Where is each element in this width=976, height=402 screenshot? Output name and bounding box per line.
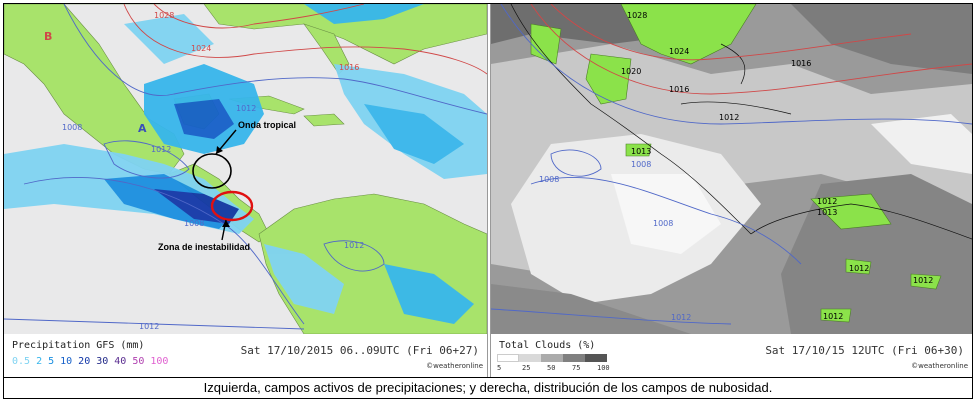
tropical-wave-circle <box>192 153 232 189</box>
isobar-labels: 1028 1024 1016 1012 1008 1012 1008 1012 … <box>62 11 364 331</box>
cloud-tick-label: 25 <box>522 364 531 372</box>
forecast-date: Sat 17/10/2015 06..09UTC (Fri 06+27) <box>240 344 479 357</box>
isobar-label: 1012 <box>139 322 159 331</box>
isobar-label: 1016 <box>339 63 359 72</box>
isobar-label: 1012 <box>817 197 837 206</box>
scale-value: 0.5 <box>12 356 31 367</box>
isobar-label: 1028 <box>627 11 647 20</box>
scale-value: 10 <box>60 356 73 367</box>
high-pressure-letter: A <box>138 122 147 135</box>
isobar-label: 1008 <box>653 219 673 228</box>
cloud-scale-bar <box>497 354 607 362</box>
figure-frame: 1028 1024 1016 1012 1008 1012 1008 1012 … <box>3 3 973 378</box>
forecast-date: Sat 17/10/15 12UTC (Fri 06+30) <box>765 344 964 357</box>
precipitation-map: 1028 1024 1016 1012 1008 1012 1008 1012 … <box>4 4 487 334</box>
scale-value: 30 <box>96 356 109 367</box>
visible-land <box>530 4 942 323</box>
legend-title: Precipitation GFS (mm) <box>12 340 145 351</box>
isobars <box>4 4 487 330</box>
legend-title: Total Clouds (%) <box>499 340 596 351</box>
tropical-wave-label: Onda tropical <box>238 120 296 130</box>
isobar-label: 1012 <box>719 113 739 122</box>
instability-zone-circle <box>210 190 254 222</box>
arrow-head-icon <box>222 220 230 227</box>
credit-label: ©weatheronline <box>426 362 483 370</box>
isobar-label: 1012 <box>913 276 933 285</box>
isobar-label: 1008 <box>539 175 559 184</box>
isobar-label: 1012 <box>151 145 171 154</box>
cloud-tick-label: 100 <box>597 364 610 372</box>
cloud-tick-label: 5 <box>497 364 502 372</box>
isobar-label: 1008 <box>631 160 651 169</box>
isobar-label: 1012 <box>344 241 364 250</box>
scale-value: 2 <box>36 356 43 367</box>
isobar-label: 1012 <box>823 312 843 321</box>
scale-value: 50 <box>132 356 145 367</box>
isobar-label: 1020 <box>621 67 641 76</box>
isobar-label: 1024 <box>191 44 211 53</box>
isobar-label: 1012 <box>236 104 256 113</box>
scale-value: 40 <box>114 356 127 367</box>
figure-caption: Izquierda, campos activos de precipitaci… <box>3 377 973 399</box>
isobar-label: 1008 <box>184 219 204 228</box>
land-hispaniola <box>303 113 345 127</box>
isobar-labels: 1028 1024 1020 1016 1016 1012 1013 1008 … <box>539 11 933 322</box>
isobar-label: 1013 <box>631 147 651 156</box>
scale-value: 5 <box>48 356 55 367</box>
low-pressure-letter: B <box>44 30 52 43</box>
cloud-map: 1028 1024 1020 1016 1016 1012 1013 1008 … <box>491 4 972 334</box>
precipitation-map-panel: 1028 1024 1016 1012 1008 1012 1008 1012 … <box>4 4 487 377</box>
arrow-head-icon <box>216 146 223 154</box>
cloud-map-panel: 1028 1024 1020 1016 1016 1012 1013 1008 … <box>491 4 972 377</box>
precipitation-legend: Precipitation GFS (mm) 0.5 2 5 10 20 30 40 50 10… <box>4 334 487 377</box>
credit-label: ©weatheronline <box>911 362 968 370</box>
isobar-label: 1013 <box>817 208 837 217</box>
isobar-label: 1012 <box>671 313 691 322</box>
cloud-tick-label: 75 <box>572 364 581 372</box>
precipitation-scale: 0.5 2 5 10 20 30 40 50 100 <box>12 356 174 367</box>
cloud-tick-label: 50 <box>547 364 556 372</box>
isobar-label: 1024 <box>669 47 689 56</box>
instability-zone-label: Zona de inestabilidad <box>158 242 250 252</box>
isobar-label: 1008 <box>62 123 82 132</box>
coastlines <box>510 4 972 240</box>
isobar-label: 1016 <box>791 59 811 68</box>
cloud-legend: Total Clouds (%) 5 25 50 75 100 Sat 17/10/15… <box>491 334 972 377</box>
panel-divider <box>487 4 491 377</box>
isobar-label: 1016 <box>669 85 689 94</box>
isobar-label: 1028 <box>154 11 174 20</box>
isobar-label: 1012 <box>849 264 869 273</box>
isobars <box>491 4 972 325</box>
scale-value: 100 <box>150 356 169 367</box>
scale-value: 20 <box>78 356 91 367</box>
